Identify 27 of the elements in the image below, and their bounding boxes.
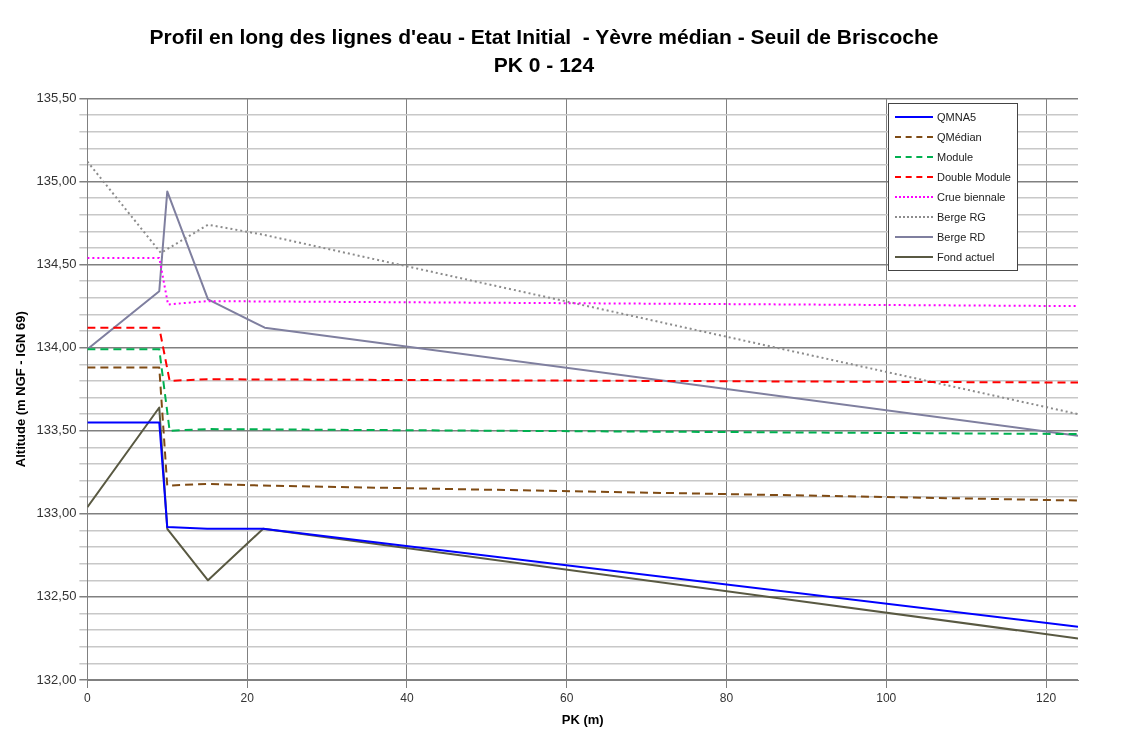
y-tick-label: 135,00	[36, 173, 77, 189]
legend-label: QMNA5	[937, 111, 977, 124]
legend-label: Berge RG	[937, 211, 986, 224]
chart-title: Profil en long des lignes d'eau - Etat Initial - Yèvre médian - Seuil de Briscoche	[149, 25, 939, 49]
y-tick-label: 133,50	[36, 422, 77, 438]
legend-label: Double Module	[937, 171, 1011, 184]
legend-label: Module	[937, 151, 974, 164]
x-tick-label: 20	[240, 690, 255, 705]
x-tick-label: 0	[84, 690, 92, 705]
x-tick-label: 60	[560, 690, 574, 705]
y-tick-label: 132,50	[36, 588, 77, 604]
x-tick-label: 40	[400, 690, 414, 705]
legend-label: QMédian	[937, 131, 982, 144]
chart-subtitle: PK 0 - 124	[493, 52, 595, 76]
x-tick-label: 120	[1036, 690, 1057, 705]
y-tick-label: 133,00	[36, 505, 77, 521]
legend-label: Fond actuel	[937, 251, 995, 264]
legend-label: Berge RD	[937, 231, 986, 244]
y-tick-label: 134,00	[36, 339, 77, 355]
x-tick-label: 80	[719, 690, 734, 705]
legend-label: Crue biennale	[937, 191, 1006, 204]
x-axis-title: PK (m)	[561, 711, 604, 727]
y-tick-label: 135,50	[36, 89, 77, 105]
y-tick-label: 134,50	[36, 256, 77, 272]
x-tick-label: 100	[876, 690, 897, 705]
y-tick-label: 132,00	[36, 671, 77, 687]
y-axis-title: Altitude (m NGF - IGN 69)	[13, 311, 29, 468]
